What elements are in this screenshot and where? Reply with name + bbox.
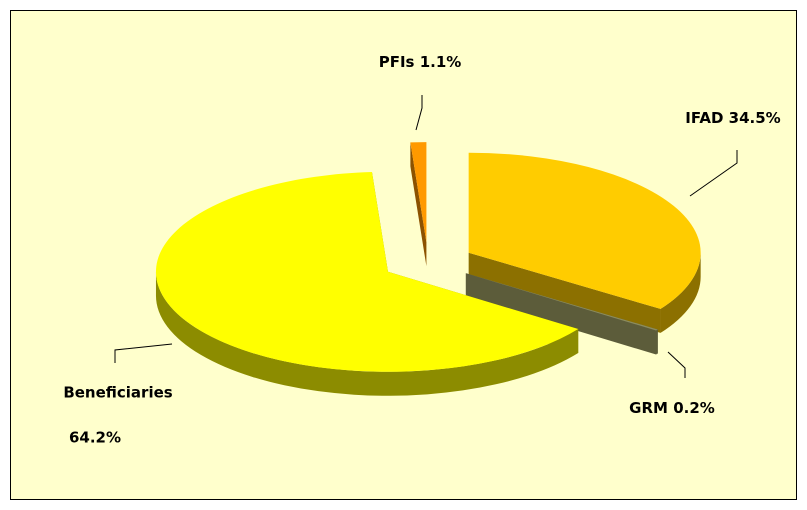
slice-side	[410, 142, 427, 267]
label-name: PFIs	[379, 53, 415, 71]
label-value: 0.2%	[673, 399, 715, 417]
leader-line	[689, 150, 738, 197]
data-label: PFIs 1.1%	[379, 53, 462, 71]
leader-line	[415, 95, 423, 131]
slice-side	[656, 329, 658, 355]
data-label: IFAD 34.5%	[685, 109, 780, 127]
slice-tops	[155, 142, 701, 372]
slice-side	[465, 273, 657, 355]
slice	[410, 142, 427, 243]
slice-side	[468, 252, 661, 333]
label-name: IFAD	[685, 109, 723, 127]
data-label: GRM 0.2%	[629, 399, 715, 417]
slice	[465, 273, 658, 331]
label-value: 1.1%	[420, 53, 462, 71]
label-name: GRM	[629, 399, 668, 417]
slice	[155, 172, 579, 372]
slice	[468, 152, 701, 309]
leader-line	[114, 343, 173, 363]
slice-side	[155, 271, 579, 396]
slice-side	[660, 252, 701, 333]
leader-line	[667, 351, 686, 378]
label-value: 34.5%	[729, 109, 781, 127]
label-name: Beneficiaries	[63, 384, 172, 402]
label-value: 64.2%	[69, 429, 121, 447]
